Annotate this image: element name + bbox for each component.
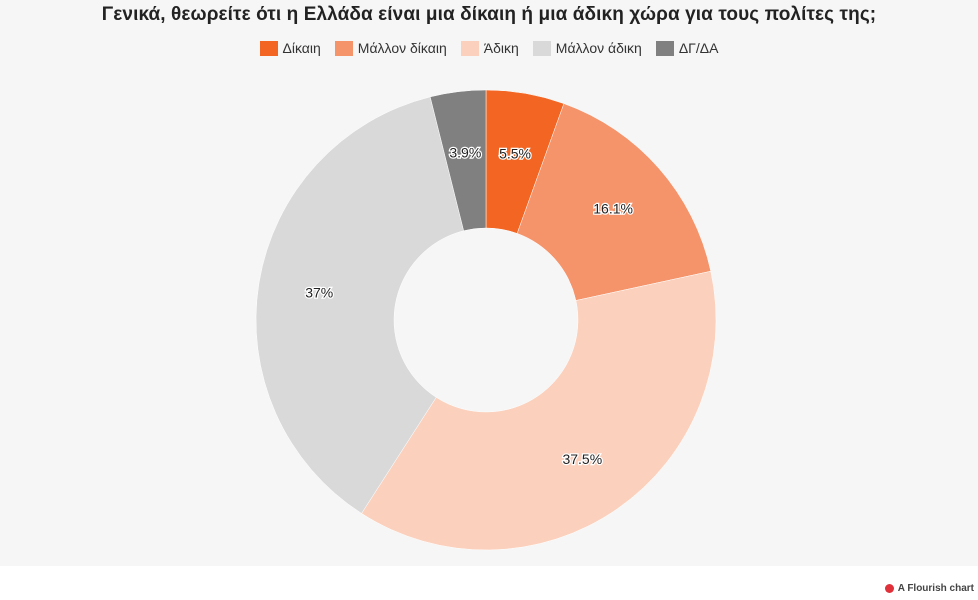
legend-swatch: [334, 40, 353, 56]
slice-label: 16.1%: [593, 201, 633, 217]
slice-label: 37%: [305, 285, 333, 301]
legend-item[interactable]: Μάλλον άδικη: [532, 40, 642, 56]
chart-legend: Δίκαιη Μάλλον δίκαιη Άδικη Μάλλον άδικη ΔΓ/Δ…: [0, 40, 978, 56]
chart-title: Γενικά, θεωρείτε ότι η Ελλάδα είναι μια …: [101, 4, 877, 25]
legend-label: Μάλλον άδικη: [555, 40, 642, 56]
legend-label: Μάλλον δίκαιη: [357, 40, 447, 56]
legend-label: ΔΓ/ΔΑ: [678, 40, 719, 56]
donut-slice[interactable]: [429, 89, 487, 232]
donut-chart: 5.5% 16.1% 37.5% 37% 3.9%: [255, 89, 717, 551]
donut-slice[interactable]: [255, 96, 464, 514]
legend-item[interactable]: ΔΓ/ΔΑ: [655, 40, 719, 56]
legend-swatch: [460, 40, 479, 56]
legend-swatch: [259, 40, 278, 56]
legend-swatch: [655, 40, 674, 56]
legend-item[interactable]: Δίκαιη: [259, 40, 321, 56]
slice-label: 5.5%: [499, 146, 531, 162]
legend-swatch: [532, 40, 551, 56]
legend-label: Δίκαιη: [282, 40, 321, 56]
slice-label: 37.5%: [562, 451, 602, 467]
chart-area: Γενικά, θεωρείτε ότι η Ελλάδα είναι μια …: [0, 4, 978, 551]
flourish-credit[interactable]: A Flourish chart: [884, 583, 974, 594]
legend-label: Άδικη: [483, 40, 519, 56]
legend-item[interactable]: Μάλλον δίκαιη: [334, 40, 447, 56]
legend-item[interactable]: Άδικη: [460, 40, 519, 56]
donut-slice[interactable]: [361, 270, 717, 551]
slice-label: 3.9%: [449, 144, 481, 160]
donut-slice[interactable]: [516, 103, 712, 301]
flourish-logo-icon: [884, 584, 894, 593]
flourish-credit-text: A Flourish chart: [897, 583, 974, 594]
